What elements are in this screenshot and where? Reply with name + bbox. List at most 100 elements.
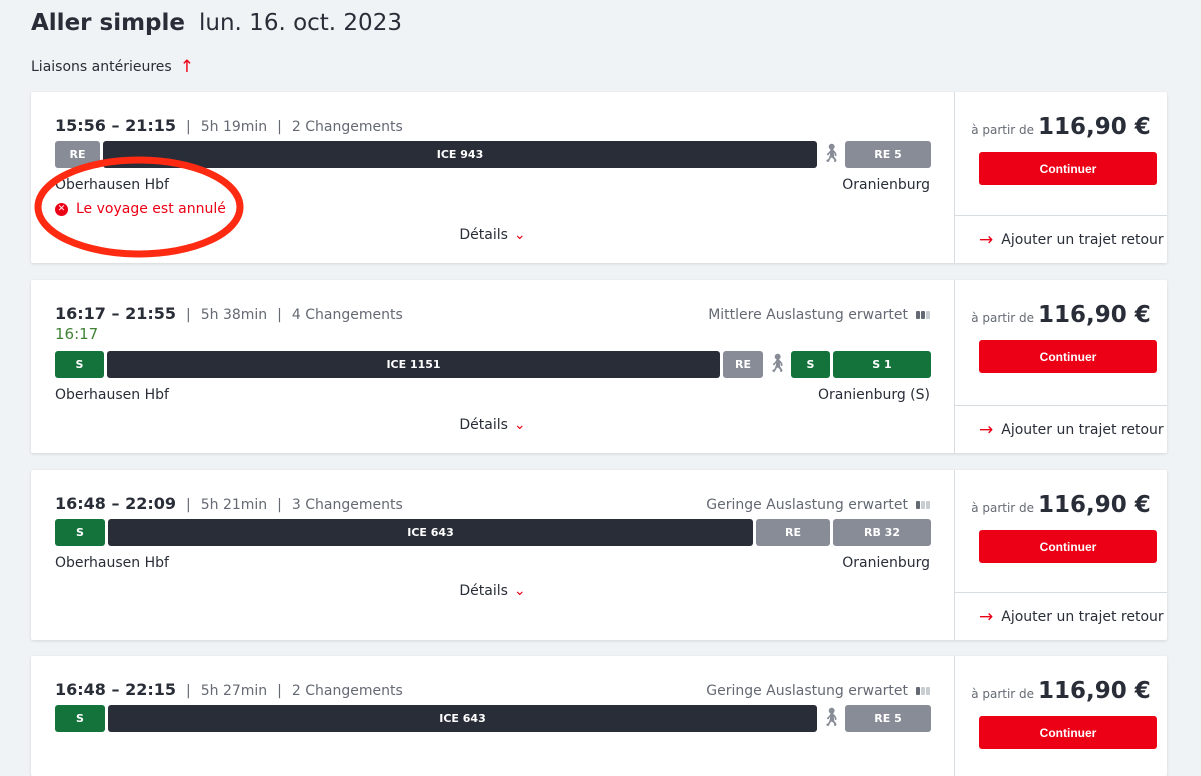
details-toggle[interactable]: Détails ⌄ — [31, 417, 954, 433]
segment-s[interactable]: S — [55, 351, 104, 378]
times: 15:56 – 21:15 — [55, 116, 176, 135]
segment-s[interactable]: S — [55, 705, 105, 732]
stations: Oberhausen Hbf Oranienburg (S) — [55, 387, 930, 403]
occupancy-icon — [916, 501, 930, 509]
segment-re[interactable]: RE 5 — [845, 705, 931, 732]
earlier-connections-label: Liaisons antérieures — [31, 59, 172, 75]
segment-label: S — [76, 712, 84, 725]
journey-bar: S ICE 643 RE RB 32 — [55, 519, 931, 546]
price: à partir de 116,90 € — [955, 302, 1167, 328]
occupancy: Geringe Auslastung erwartet — [706, 683, 930, 699]
duration: 5h 21min — [200, 497, 268, 513]
error-icon: ✕ — [55, 202, 68, 216]
changes: 2 Changements — [291, 683, 403, 699]
segment-re[interactable]: RE 5 — [845, 141, 931, 168]
time-line: 16:48 – 22:15 | 5h 27min | 2 Changements Ge… — [55, 680, 930, 699]
segment-label: ICE 643 — [407, 526, 454, 539]
add-return-link[interactable]: → Ajouter un trajet retour — [955, 215, 1167, 263]
chevron-down-icon: ⌄ — [513, 417, 526, 433]
duration: 5h 38min — [200, 307, 268, 323]
connection-info: 15:56 – 21:15 | 5h 19min | 2 Changements R… — [31, 92, 955, 263]
page-header: Aller simple lun. 16. oct. 2023 — [31, 10, 402, 36]
segment-re[interactable]: RE — [723, 351, 763, 378]
origin: Oberhausen Hbf — [55, 387, 169, 403]
segment-label: S — [75, 358, 84, 371]
segment-ice[interactable]: ICE 643 — [108, 519, 753, 546]
details-toggle[interactable]: Détails ⌄ — [31, 583, 954, 599]
details-label: Détails — [459, 583, 508, 599]
return-label: Ajouter un trajet retour — [1001, 231, 1164, 248]
details-label: Détails — [459, 417, 508, 433]
connection-card[interactable]: 15:56 – 21:15 | 5h 19min | 2 Changements R… — [31, 92, 1167, 263]
earlier-connections-link[interactable]: Liaisons antérieures ↑ — [31, 57, 194, 77]
occupancy-icon — [916, 311, 930, 319]
journey-bar: S ICE 1151 RE 🚶︎ S S 1 — [55, 351, 931, 378]
segment-label: ICE 943 — [436, 148, 484, 161]
connection-info: 16:48 – 22:09 | 5h 21min | 3 Changements Ge… — [31, 470, 955, 640]
destination: Oranienburg (S) — [817, 387, 930, 403]
changes: 2 Changements — [291, 119, 403, 135]
journey-bar: RE ICE 943 🚶︎ RE 5 — [55, 141, 931, 168]
walk-icon: 🚶︎ — [820, 143, 843, 164]
occupancy-label: Geringe Auslastung erwartet — [706, 497, 908, 513]
return-label: Ajouter un trajet retour — [1001, 608, 1164, 625]
connection-card[interactable]: 16:48 – 22:09 | 5h 21min | 3 Changements Ge… — [31, 470, 1167, 640]
segment-ice[interactable]: ICE 1151 — [107, 351, 720, 378]
segment-s[interactable]: S 1 — [833, 351, 931, 378]
chevron-down-icon: ⌄ — [513, 227, 526, 243]
segment-ice[interactable]: ICE 643 — [108, 705, 817, 732]
stations: Oberhausen Hbf Oranienburg — [55, 555, 930, 571]
arrow-right-icon: → — [979, 229, 994, 250]
price-value: 116,90 € — [1038, 678, 1151, 704]
continue-button[interactable]: Continuer — [979, 340, 1157, 373]
destination: Oranienburg — [842, 555, 930, 571]
price-prefix: à partir de — [971, 687, 1035, 701]
connection-info: 16:17 – 21:55 | 5h 38min | 4 Changements Mi… — [31, 280, 955, 453]
occupancy-label: Mittlere Auslastung erwartet — [708, 307, 908, 323]
price-panel: à partir de 116,90 € Continuer → Ajouter u… — [955, 280, 1167, 453]
arrow-up-icon: ↑ — [179, 57, 194, 77]
add-return-link[interactable]: → Ajouter un trajet retour — [955, 592, 1167, 640]
page-title: Aller simple — [31, 10, 186, 36]
connection-card[interactable]: 16:48 – 22:15 | 5h 27min | 2 Changements Ge… — [31, 656, 1167, 776]
price-prefix: à partir de — [971, 311, 1035, 325]
continue-button[interactable]: Continuer — [979, 530, 1157, 563]
details-toggle[interactable]: Détails ⌄ — [31, 227, 954, 243]
connection-card[interactable]: 16:17 – 21:55 | 5h 38min | 4 Changements Mi… — [31, 280, 1167, 453]
price-prefix: à partir de — [971, 501, 1035, 515]
segment-ice[interactable]: ICE 943 — [103, 141, 817, 168]
time-line: 15:56 – 21:15 | 5h 19min | 2 Changements — [55, 116, 403, 135]
arrow-right-icon: → — [979, 419, 994, 440]
duration: 5h 19min — [200, 119, 268, 135]
changes: 3 Changements — [291, 497, 403, 513]
price-value: 116,90 € — [1038, 114, 1151, 140]
price-panel: à partir de 116,90 € Continuer → Ajouter u… — [955, 92, 1167, 263]
segment-re[interactable]: RE — [756, 519, 830, 546]
segment-label: ICE 643 — [439, 712, 486, 725]
origin: Oberhausen Hbf — [55, 555, 169, 571]
segment-re[interactable]: RE — [55, 141, 100, 168]
price: à partir de 116,90 € — [955, 492, 1167, 518]
continue-button[interactable]: Continuer — [979, 152, 1157, 185]
price-prefix: à partir de — [971, 123, 1035, 137]
segment-label: S — [76, 526, 84, 539]
segment-label: RE — [785, 526, 801, 539]
segment-label: RE 5 — [874, 712, 902, 725]
segment-s[interactable]: S — [791, 351, 830, 378]
segment-s[interactable]: S — [55, 519, 105, 546]
times: 16:48 – 22:15 — [55, 680, 176, 699]
segment-label: RE — [735, 358, 751, 371]
continue-button[interactable]: Continuer — [979, 716, 1157, 749]
segment-re[interactable]: RB 32 — [833, 519, 931, 546]
return-label: Ajouter un trajet retour — [1001, 421, 1164, 438]
segment-label: RE 5 — [874, 148, 902, 161]
segment-label: S 1 — [872, 358, 892, 371]
time-line: 16:17 – 21:55 | 5h 38min | 4 Changements Mi… — [55, 304, 930, 323]
origin: Oberhausen Hbf — [55, 177, 169, 193]
occupancy: Geringe Auslastung erwartet — [706, 497, 930, 513]
price-panel: à partir de 116,90 € Continuer — [955, 656, 1167, 776]
changes: 4 Changements — [291, 307, 403, 323]
occupancy: Mittlere Auslastung erwartet — [708, 307, 930, 323]
realtime-departure: 16:17 — [55, 325, 99, 343]
add-return-link[interactable]: → Ajouter un trajet retour — [955, 405, 1167, 453]
